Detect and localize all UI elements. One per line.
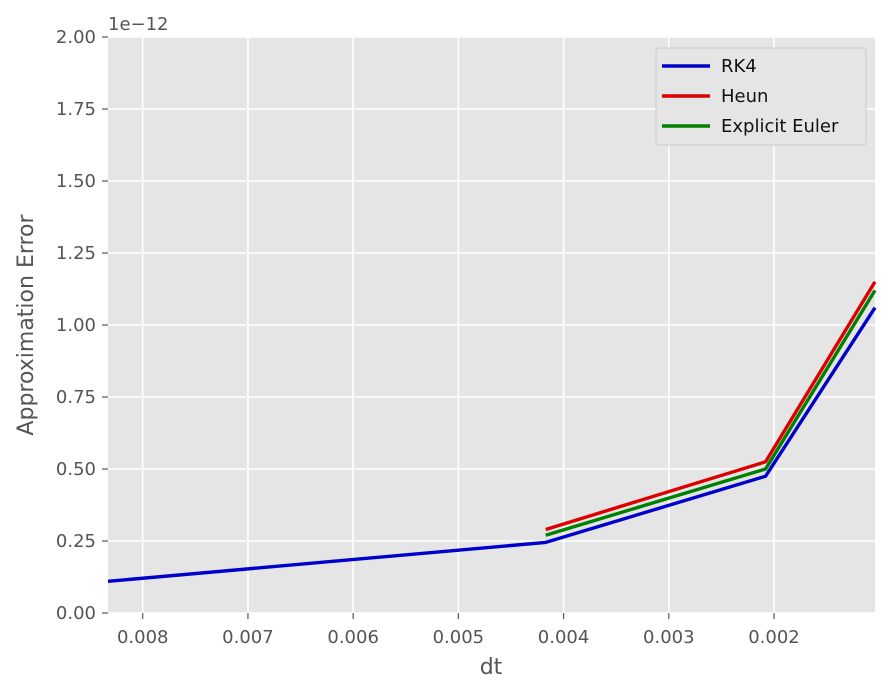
legend-label-heun: Heun	[721, 86, 768, 107]
series-line-heun	[545, 280, 877, 532]
y-tick-label: 0.75	[56, 387, 96, 408]
y-tick-label: 1.50	[56, 171, 96, 192]
x-tick-label: 0.003	[643, 627, 695, 648]
y-tick-label: 1.75	[56, 99, 96, 120]
tick-labels: 0.008 0.007 0.006 0.005 0.004 0.003 0.002 0.00 0…	[56, 27, 800, 648]
x-tick-label: 0.007	[222, 627, 274, 648]
legend-box	[655, 47, 867, 146]
y-tick-label: 0.00	[56, 603, 96, 624]
x-tick-label: 0.002	[748, 627, 800, 648]
series-lines	[107, 280, 877, 583]
legend-label-explicit-euler: Explicit Euler	[721, 116, 839, 137]
legend: RK4 Heun Explicit Euler	[655, 47, 867, 146]
x-tick-label: 0.004	[538, 627, 590, 648]
x-tick-label: 0.008	[117, 627, 169, 648]
y-tick-label: 2.00	[56, 27, 96, 48]
x-axis-label: dt	[480, 655, 503, 680]
legend-label-rk4: RK4	[721, 56, 757, 77]
y-tick-label: 1.00	[56, 315, 96, 336]
y-tick-label: 0.25	[56, 531, 96, 552]
y-offset-label: 1e−12	[108, 14, 169, 35]
y-tick-label: 1.25	[56, 243, 96, 264]
series-line-explicit-euler	[545, 289, 877, 537]
x-tick-label: 0.005	[433, 627, 485, 648]
series-line-rk4	[107, 306, 877, 583]
x-tick-label: 0.006	[327, 627, 379, 648]
y-axis-label: Approximation Error	[14, 213, 39, 435]
y-tick-label: 0.50	[56, 459, 96, 480]
